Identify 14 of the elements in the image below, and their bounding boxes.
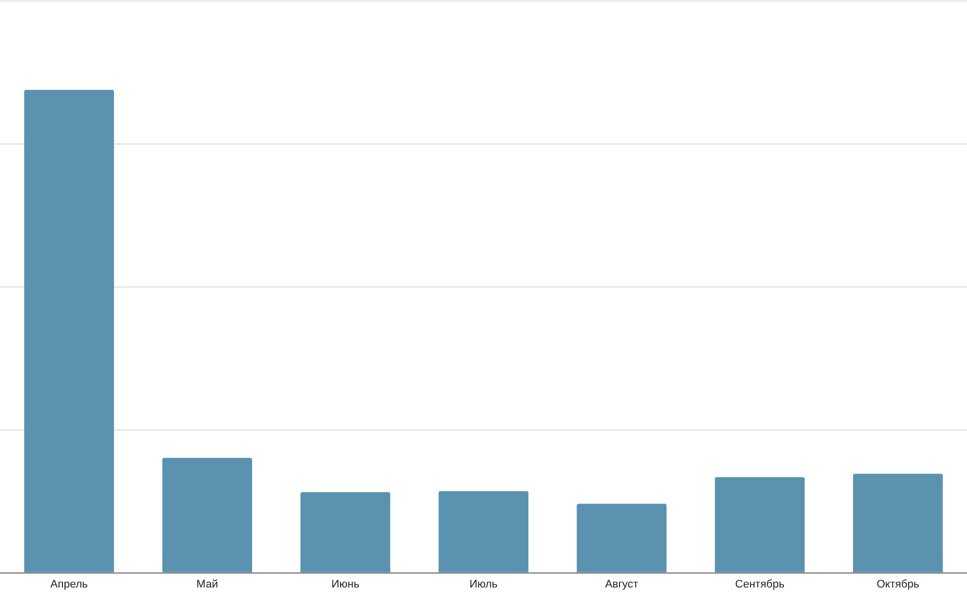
bar xyxy=(438,491,528,572)
bar xyxy=(576,504,667,572)
bar xyxy=(300,492,390,572)
bar xyxy=(24,90,114,572)
x-tick-label: Апрель xyxy=(50,578,88,590)
bar xyxy=(714,477,805,572)
x-tick-label: Июнь xyxy=(331,578,360,590)
x-tick-label: Сентябрь xyxy=(735,578,785,590)
x-tick-label: Август xyxy=(605,578,638,590)
bar xyxy=(853,474,943,572)
x-tick-label: Май xyxy=(196,578,218,590)
x-tick-label: Октябрь xyxy=(876,578,920,590)
x-tick-label: Июль xyxy=(469,578,498,590)
bar xyxy=(162,458,252,572)
